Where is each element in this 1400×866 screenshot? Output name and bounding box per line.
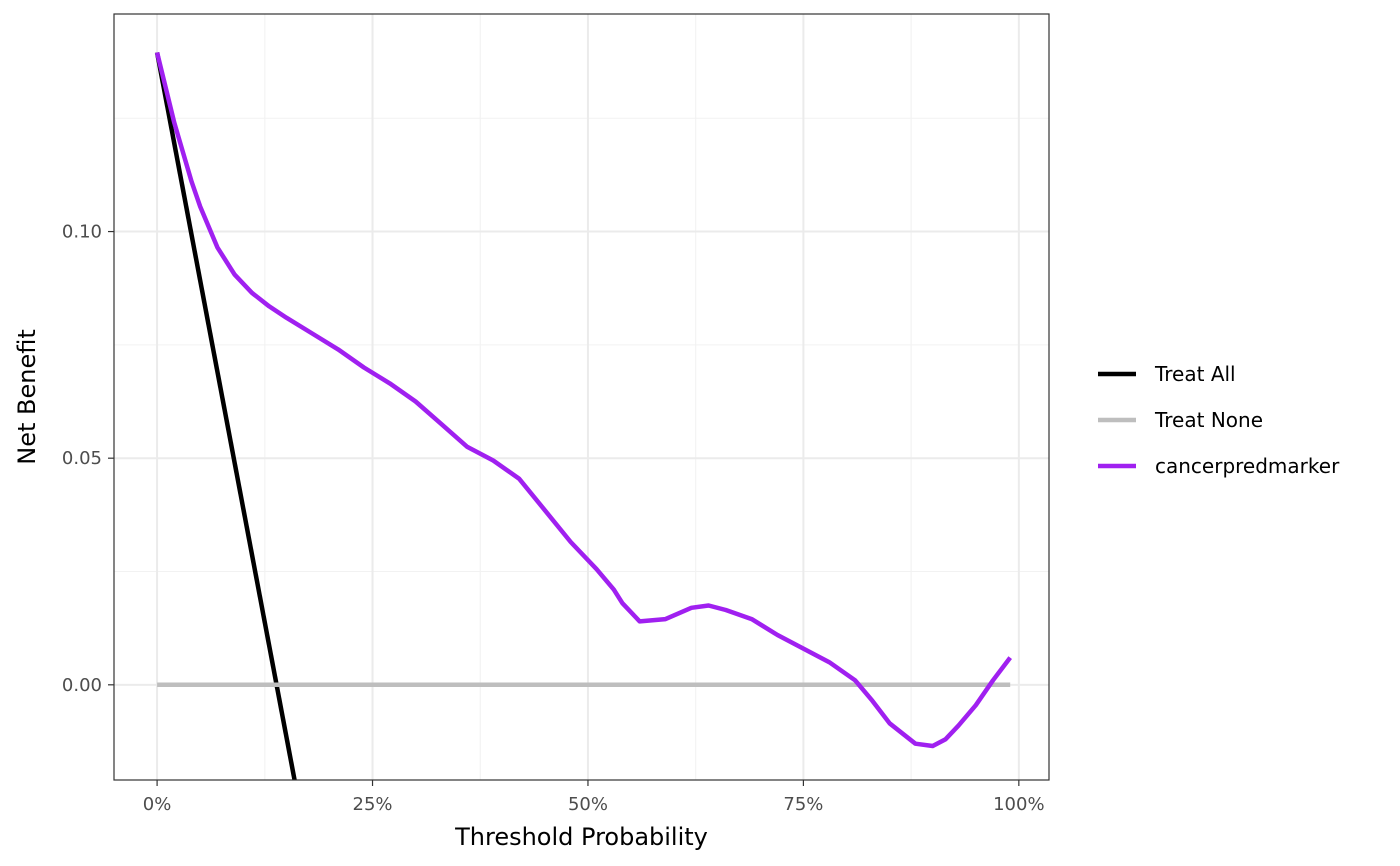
- y-tick-label: 0.00: [62, 675, 102, 696]
- x-tick-label: 75%: [783, 794, 823, 815]
- series-lines: [154, 51, 1012, 780]
- series-line-treat-all: [154, 52, 297, 780]
- x-axis-title: Threshold Probability: [454, 823, 708, 851]
- x-tick-label: 0%: [143, 794, 172, 815]
- y-tick-label: 0.10: [62, 222, 102, 243]
- x-tick-label: 100%: [993, 794, 1044, 815]
- x-axis-ticks: 0% 25% 50% 75% 100%: [143, 780, 1045, 815]
- legend: Treat All Treat None cancerpredmarker: [1098, 362, 1340, 478]
- legend-label-treat-all: Treat All: [1154, 362, 1236, 386]
- minor-gridlines: [114, 14, 1049, 780]
- legend-label-cancerpredmarker: cancerpredmarker: [1155, 454, 1340, 478]
- series-line-cancerpredmarker: [154, 51, 1012, 749]
- plot-panel-border: [113, 13, 1050, 781]
- major-gridlines: [114, 14, 1049, 780]
- y-tick-label: 0.05: [62, 448, 102, 469]
- y-axis-title: Net Benefit: [13, 329, 41, 465]
- y-axis-ticks: 0.00 0.05 0.10: [62, 222, 114, 696]
- legend-label-treat-none: Treat None: [1154, 408, 1263, 432]
- x-tick-label: 25%: [353, 794, 393, 815]
- x-tick-label: 50%: [568, 794, 608, 815]
